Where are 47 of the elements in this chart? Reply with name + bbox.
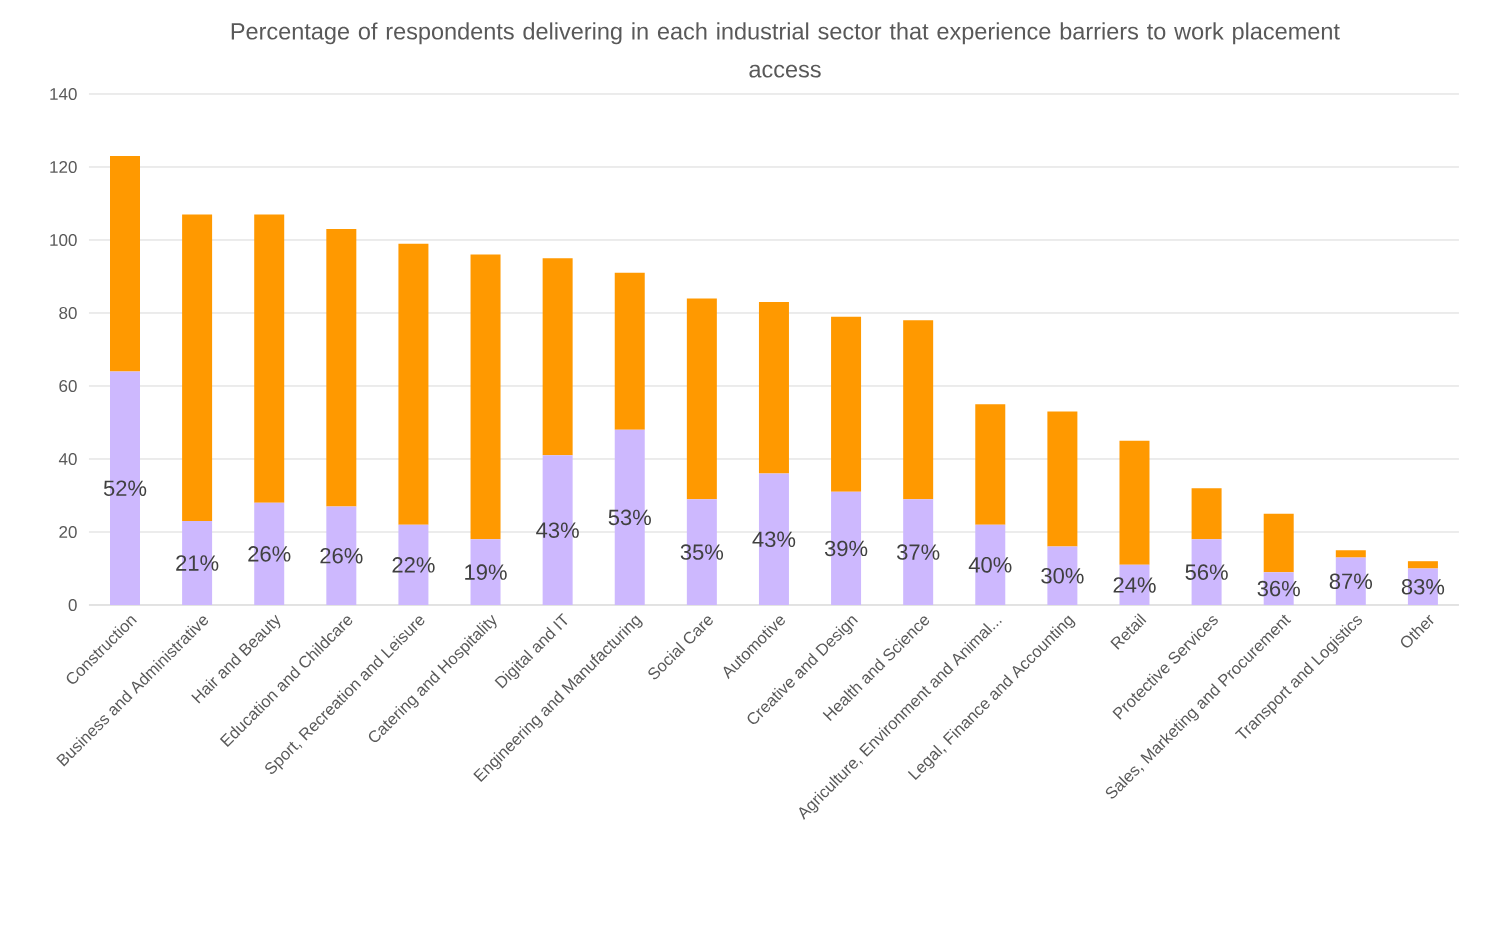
annotation: 56% — [1185, 564, 1228, 580]
annotation: 37% — [897, 544, 940, 560]
annotation: 22% — [392, 557, 435, 573]
bar — [831, 316, 862, 492]
annotation: 26% — [248, 546, 291, 562]
y-tick-label: 80 — [59, 306, 77, 320]
y-tick-label: 20 — [59, 525, 77, 539]
y-tick-label: 0 — [68, 598, 77, 612]
annotation: 36% — [1257, 580, 1300, 597]
annotation: 35% — [680, 544, 724, 560]
y-tick-label: 120 — [50, 160, 77, 174]
bar — [254, 214, 285, 503]
y-tick-label: 60 — [59, 379, 77, 393]
bar — [470, 254, 501, 540]
bar — [686, 298, 717, 500]
bar — [110, 156, 140, 372]
y-tick-label: 140 — [50, 87, 77, 101]
annotation: 87% — [1329, 573, 1373, 590]
annotation: 43% — [536, 522, 579, 538]
annotation: 39% — [824, 540, 868, 557]
bar — [1047, 411, 1078, 547]
bar — [758, 302, 789, 474]
annotation: 43% — [752, 531, 796, 548]
bar — [1119, 440, 1150, 565]
y-tick-label: 40 — [58, 452, 77, 466]
bar — [903, 320, 934, 500]
bar — [1263, 513, 1294, 573]
bar — [182, 214, 213, 522]
chart-title: Percentage of respondents delivering in each industrial sector that experience barriers to work placement access — [231, 22, 1340, 78]
annotation: 53% — [608, 509, 651, 526]
bar — [1335, 550, 1366, 558]
bar — [1407, 561, 1438, 569]
y-tick-label: 100 — [50, 233, 77, 247]
annotation: 24% — [1113, 577, 1156, 593]
bar — [326, 229, 357, 507]
annotation: 19% — [465, 564, 507, 580]
annotation: 52% — [103, 480, 147, 496]
bar — [398, 243, 429, 525]
annotation: 40% — [968, 557, 1012, 573]
annotation: 30% — [1041, 568, 1084, 584]
annotation: 26% — [320, 547, 363, 564]
bar — [542, 258, 573, 456]
bar — [614, 272, 645, 430]
bar — [1191, 488, 1222, 540]
annotation: 21% — [176, 555, 219, 571]
bar — [975, 404, 1006, 525]
annotation: 83% — [1401, 578, 1445, 595]
